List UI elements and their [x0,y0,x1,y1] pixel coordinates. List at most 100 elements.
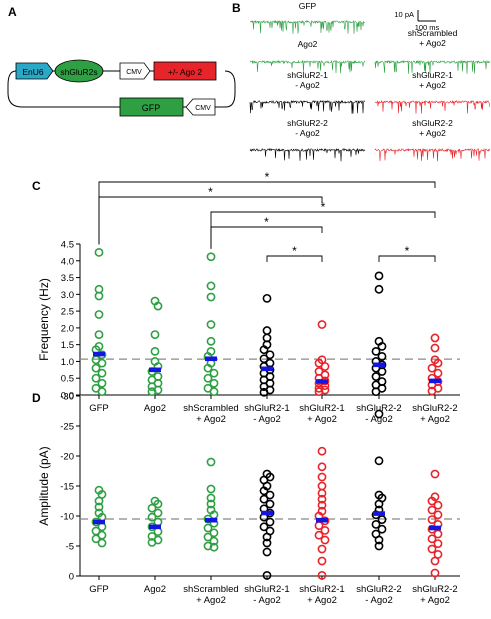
mean-marker [205,356,217,362]
data-point [259,494,269,504]
data-point [427,505,437,515]
data-point [203,373,213,383]
data-point [265,517,275,527]
data-point [317,494,327,504]
data-point [320,526,330,535]
y-tick-label: 1.5 [61,340,74,351]
cmv-label-2: CMV [195,105,211,112]
data-point [203,363,213,373]
mean-marker [149,367,161,373]
y-tick-label: 0 [69,572,74,583]
x-category-label: + Ago2 [196,414,226,425]
recording-trace [374,99,491,114]
data-point [374,456,384,466]
x-category-label: shGluR2-2 [412,403,457,414]
data-point [97,378,107,388]
gfp-label: GFP [142,103,161,113]
data-point [209,528,219,538]
data-point [377,341,387,351]
data-point [94,291,104,301]
y-tick-label: 0.0 [61,391,74,402]
y-tick-label: -30 [60,392,74,403]
trace-label: shScrambled [408,28,458,38]
significance-bracket [210,226,323,249]
data-point [317,488,327,498]
trace-label: shGluR2-1 [287,70,328,80]
data-point [320,535,330,545]
data-point [374,499,384,509]
data-point [153,385,163,395]
enu6-label: EnU6 [22,67,44,77]
data-point [427,363,437,373]
data-point [259,345,269,355]
x-category-label: - Ago2 [365,414,392,425]
data-point [262,326,272,335]
data-point [433,358,443,368]
data-point [259,486,269,496]
data-point [203,532,213,542]
data-point [371,346,381,356]
significance-star: * [292,244,297,258]
data-point [203,541,213,551]
mean-marker [261,510,273,516]
data-point [377,367,387,376]
data-point [262,293,272,303]
y-tick-label: 2.0 [61,323,74,334]
recording-trace [374,59,491,74]
data-point [94,496,104,506]
ago2-label: +/- Ago 2 [168,67,203,77]
x-category-label: shGluR2-2 [356,403,401,414]
plasmid-loop-right [215,70,236,108]
mean-marker [261,366,273,372]
data-point [206,336,216,346]
data-point [433,500,443,510]
y-axis-label: Amplitude (pA) [37,446,51,525]
data-point [430,333,440,343]
data-point [153,508,163,518]
y-tick-label: -5 [66,542,74,553]
x-category-label: shGluR2-1 [299,403,344,414]
mean-marker [149,524,161,530]
data-point [427,534,437,544]
recording-trace [249,59,366,74]
gfp-element [119,97,184,117]
data-point [377,352,387,361]
panel-label-b: B [232,1,241,15]
data-point [430,568,440,578]
x-category-label: shGluR2-1 [244,584,289,595]
y-tick-label: 3.5 [61,273,74,284]
mean-marker [205,517,217,523]
significance-star: * [321,200,326,214]
mean-marker [429,378,441,384]
data-point [97,368,107,378]
data-point [206,292,216,302]
data-point [430,556,440,566]
y-tick-label: -20 [60,452,74,463]
significance-star: * [208,185,213,199]
data-point [209,368,219,378]
x-category-label: + Ago2 [420,595,450,606]
significance-star: * [264,215,269,229]
x-category-label: shGluR2-1 [244,403,289,414]
data-point [150,330,160,339]
data-point [427,496,437,506]
data-point [314,530,324,540]
data-point [91,363,101,373]
y-tick-label: 1.0 [61,357,74,368]
significance-star: * [265,170,270,184]
data-point [265,350,275,360]
y-tick-label: 3.0 [61,290,74,301]
trace-label: shGluR2-2 [412,118,453,128]
data-point [262,547,272,557]
data-point [147,503,157,513]
data-point [94,502,104,512]
data-point [206,252,216,262]
trace-label: GFP [299,1,317,11]
data-point [97,387,107,397]
data-point [317,571,327,580]
data-point [433,539,443,548]
data-point [259,522,269,532]
data-point [97,358,107,368]
